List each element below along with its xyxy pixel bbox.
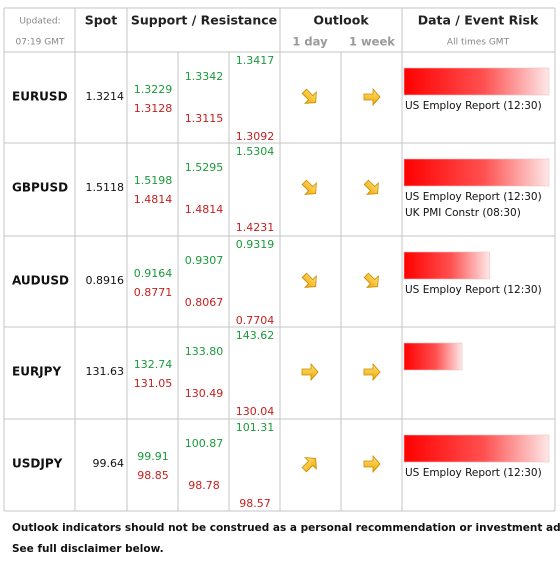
support-level: 1.3115 — [185, 112, 224, 125]
footer-note: Outlook indicators should not be constru… — [12, 522, 560, 534]
resistance-level: 101.31 — [236, 421, 275, 434]
outlook-arrow — [301, 88, 317, 104]
resistance-level: 132.74 — [134, 358, 173, 371]
spot: 0.8916 — [86, 274, 125, 287]
event: US Employ Report (12:30) — [405, 100, 542, 112]
data-header: Data / Event Risk — [418, 13, 539, 28]
outlook-arrow — [301, 362, 319, 382]
support-level: 1.3092 — [236, 130, 275, 143]
support-level: 0.8067 — [185, 296, 224, 309]
resistance-level: 143.62 — [236, 329, 275, 342]
support-level: 1.4814 — [185, 203, 224, 216]
pair: EURJPY — [12, 365, 61, 379]
outlook-arrow — [363, 179, 379, 195]
resistance-level: 1.3229 — [134, 83, 173, 96]
sr-header: Support / Resistance — [131, 13, 277, 28]
support-level: 130.04 — [236, 405, 275, 418]
outlook-header: Outlook — [313, 13, 369, 28]
updated-time: 07:19 GMT — [15, 38, 65, 48]
resistance-level: 1.5198 — [134, 174, 173, 187]
table-grid — [3, 7, 556, 512]
risk-bar — [403, 251, 490, 280]
support-level: 1.4231 — [236, 221, 275, 234]
outlook-arrow — [363, 454, 381, 474]
header: Updated: 07:19 GMT Spot Support / Resist… — [15, 13, 538, 49]
risk-bar — [403, 434, 550, 463]
resistance-level: 133.80 — [185, 345, 224, 358]
support-level: 1.3128 — [134, 102, 173, 115]
resistance-level: 0.9319 — [236, 238, 275, 251]
updated-label: Updated: — [19, 17, 60, 27]
support-level: 1.4814 — [134, 193, 173, 206]
spot: 1.3214 — [86, 90, 125, 103]
resistance-level: 1.5295 — [185, 161, 224, 174]
resistance-level: 100.87 — [185, 437, 224, 450]
resistance-level: 1.3342 — [185, 70, 224, 83]
spot-header: Spot — [85, 13, 118, 28]
resistance-level: 1.5304 — [236, 145, 275, 158]
week-header: 1 week — [349, 35, 395, 49]
resistance-level: 1.3417 — [236, 54, 275, 67]
event: US Employ Report (12:30) — [405, 284, 542, 296]
support-level: 131.05 — [134, 377, 173, 390]
day-header: 1 day — [292, 35, 328, 49]
risk-bar — [403, 67, 550, 96]
spot: 99.64 — [93, 457, 125, 470]
support-level: 98.78 — [188, 479, 220, 492]
support-level: 98.57 — [239, 497, 271, 510]
outlook-arrow — [363, 87, 381, 107]
outlook-arrow — [301, 272, 317, 288]
event: US Employ Report (12:30) — [405, 467, 542, 479]
support-level: 0.8771 — [134, 286, 173, 299]
spot: 131.63 — [86, 365, 125, 378]
pair: USDJPY — [12, 457, 63, 471]
event: UK PMI Constr (08:30) — [405, 207, 521, 219]
footer-disclaimer: See full disclaimer below. — [12, 543, 164, 555]
outlook-arrow — [301, 179, 317, 195]
outlook-arrow — [301, 457, 317, 473]
support-level: 130.49 — [185, 387, 224, 400]
support-level: 98.85 — [137, 469, 169, 482]
event: US Employ Report (12:30) — [405, 191, 542, 203]
tz-header: All times GMT — [447, 38, 510, 48]
resistance-level: 99.91 — [137, 450, 169, 463]
pair: GBPUSD — [12, 181, 68, 195]
spot: 1.5118 — [86, 181, 125, 194]
pair: AUDUSD — [12, 274, 69, 288]
risk-bar — [403, 158, 550, 187]
support-level: 0.7704 — [236, 314, 275, 327]
resistance-level: 0.9164 — [134, 267, 173, 280]
risk-bar — [403, 342, 463, 371]
pair: EURUSD — [12, 90, 68, 104]
outlook-arrow — [363, 272, 379, 288]
outlook-arrow — [363, 362, 381, 382]
resistance-level: 0.9307 — [185, 254, 224, 267]
